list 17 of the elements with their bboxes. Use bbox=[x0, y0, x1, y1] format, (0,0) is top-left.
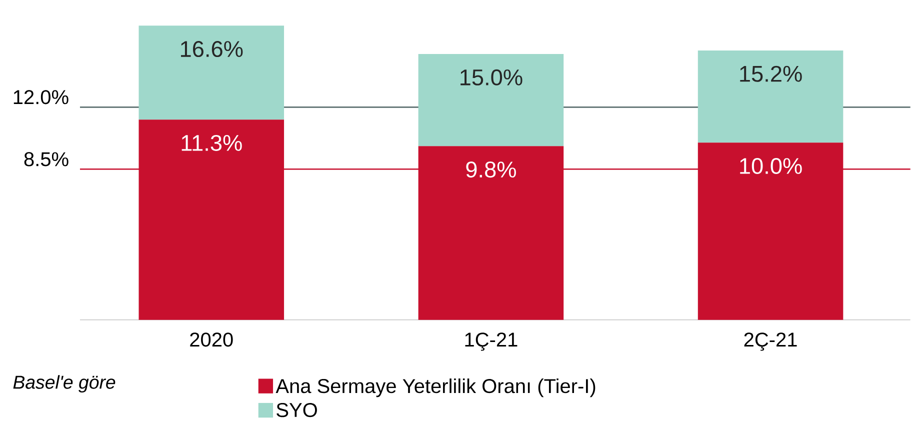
bar bbox=[698, 50, 844, 143]
bar bbox=[138, 26, 284, 120]
ref-line-label: 8.5% bbox=[24, 152, 68, 166]
x-tick-label: 1Ç-21 bbox=[465, 332, 518, 351]
data-label: 10.0% bbox=[740, 158, 802, 174]
x-tick-label: 2Ç-21 bbox=[744, 332, 797, 351]
total-label: 15.0% bbox=[460, 69, 522, 86]
x-tick-label: 2020 bbox=[190, 332, 233, 347]
total-label: 15.2% bbox=[740, 66, 802, 82]
data-label: 11.3% bbox=[182, 135, 242, 152]
data-label: 9.8% bbox=[466, 162, 516, 178]
ref-line-label: 12.0% bbox=[14, 90, 68, 104]
text: Basel'e göre bbox=[13, 375, 116, 393]
bar bbox=[418, 54, 564, 146]
total-label: 16.6% bbox=[180, 41, 243, 58]
legend-label: SYO bbox=[276, 403, 317, 418]
legend-label: Ana Sermaye Yeterlilik Oranı (Tier-I) bbox=[276, 378, 596, 398]
